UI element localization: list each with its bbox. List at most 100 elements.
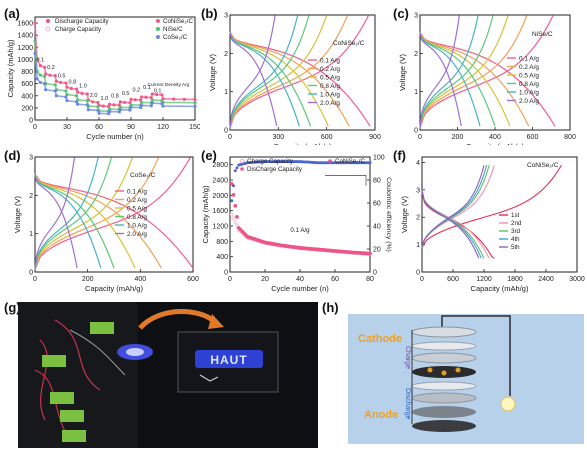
label-cathode: Cathode [358,333,402,345]
x-tick-label: 2400 [538,276,554,283]
chart-e-cycling-performance: 0 20 40 60 80040080012001600200024002800Cycl… [201,155,392,294]
legend-item: 0.8 A/g [519,81,539,88]
y2-tick-label: 80 [373,178,381,185]
x-tick-label: 0 [418,134,422,141]
legend-item: 0.2 A/g [127,197,147,204]
x-tick-label: 200 [452,134,464,141]
y2-tick-label: 40 [373,224,381,231]
chart-d-cose-voltage-profiles: 0 200 400 600 0 1 2 3 Capacity (mAh/g) Voltage (V… [13,155,199,294]
y-tick-label: 4 [416,160,420,167]
charge-curve [419,15,494,129]
efficiency-point [233,169,237,173]
legend-item: Charge Capacity [55,26,102,33]
charge-curve [419,15,460,129]
x-tick-label: 400 [134,276,146,283]
y-tick-label: 0 [416,270,420,277]
x-tick-label: 60 [95,124,103,131]
photo-g-led-demo: HAUT [18,302,318,448]
y-tick-label: 3 [29,155,33,162]
discharge-curve [229,31,329,127]
legend-item: 3rd [511,228,521,235]
series-0 [33,21,197,108]
legend-item: 1st [511,212,520,219]
plot-frame [34,156,194,273]
y-axis-label: Voltage (V) [400,195,409,233]
x-tick-label: 300 [272,134,284,141]
panel-label-d: (d) [4,148,21,163]
legend-item: CoSe₂/C [163,34,188,41]
rate-label: 1.0 [101,96,109,102]
charge-curve [229,15,349,129]
discharge-curve [34,173,136,269]
legend-item: 0.5 A/g [127,205,147,212]
y-tick-label: 1 [414,89,418,96]
legend-item: 2.0 A/g [519,98,539,105]
y-tick-label: 1 [29,231,33,238]
x-axis-label: Capacity (mAh/g) [466,142,524,145]
legend-marker [240,167,244,171]
series-line [34,53,196,115]
rate-label: 0.5 [122,91,130,97]
charge-curve [229,15,310,129]
y-tick-label: 0 [224,270,228,277]
x-tick-label: 200 [82,276,94,283]
legend-marker [156,35,160,39]
plot-frame [421,156,578,273]
data-point [233,204,238,208]
y-tick-label: 2 [416,215,420,222]
x-tick-label: 20 [261,276,269,283]
battery-cell [42,355,66,367]
discharge-curve [421,189,480,259]
y2-tick-label: 100 [373,155,385,162]
panel-label-g: (g) [4,300,21,315]
charge-curve [419,15,528,129]
legend-item: 2.0 A/g [127,231,147,238]
discharge-curve [34,174,78,269]
charge-curve [421,164,562,248]
y-tick-label: 800 [216,239,228,246]
legend-marker [46,19,50,23]
chart-c-nise-voltage-profiles: 0 200 400 600 800 0 1 2 3 Capacity (mAh/g) Voltage… [398,13,576,146]
x-tick-label: 0 [420,276,424,283]
data-point [368,251,372,256]
x-tick-label: 0 [33,124,37,131]
y-tick-label: 2400 [212,178,228,185]
rate-label: 0.5 [58,73,66,79]
plot-frame [229,156,371,273]
legend-item: CoNiSe₂/C [335,158,365,165]
legend-item: 4th [511,236,520,243]
legend-item: 2.0 A/g [320,100,340,107]
y-tick-label: 2 [414,51,418,58]
legend-item: DisCharge Capacity [247,166,303,173]
discharge-curve [34,174,102,269]
y-tick-label: 0 [29,270,33,277]
legend-marker [156,27,160,31]
chart-a-rate-capability: 0 30 60 90 120 150 0 200 400 600 800 1000 1200 1400 16… [6,16,200,141]
x-tick-label: 3000 [569,276,585,283]
data-point [231,193,236,197]
x-axis-label: Cycle number (n) [86,132,144,141]
discharge-curve [34,174,115,269]
chart-b-conise-voltage-profiles: 0 300 600 900 0 1 2 3 Capacity (mAh/g) Voltage (V… [208,13,381,146]
y-tick-label: 1400 [17,33,33,40]
legend-item: NiSe/C [163,26,183,33]
y-tick-label: 1 [224,89,228,96]
efficiency-point [232,184,235,188]
charge-curve [419,15,479,129]
charge-curve [34,157,160,271]
legend-item: 1.0 A/g [320,91,340,98]
chart-title: CoNiSe₂/C [333,40,365,47]
discharge-curve [229,32,312,127]
diagram-h-battery-schematic: Charge Discharge Cathode Anode [348,314,584,444]
x-tick-label: 120 [157,124,169,131]
legend-item: 2nd [511,220,522,227]
panel-label-f: (f) [393,148,406,163]
y-axis-label: Capacity (mAh/g) [201,185,210,243]
x-tick-label: 80 [366,276,374,283]
x-tick-label: 40 [296,276,304,283]
rate-label: 2.0 [90,93,98,99]
x-axis-label: Capacity (mAh/g) [274,142,332,145]
battery-cell [60,410,84,422]
legend-marker [156,19,160,23]
legend-item: Charge Capacity [247,158,294,165]
